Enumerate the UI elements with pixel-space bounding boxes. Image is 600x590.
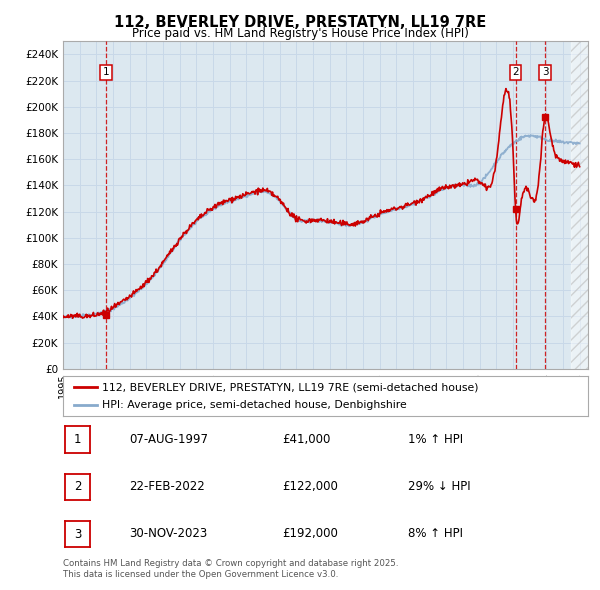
Text: 07-AUG-1997: 07-AUG-1997 <box>129 433 208 446</box>
Text: 2: 2 <box>512 67 519 77</box>
Text: Price paid vs. HM Land Registry's House Price Index (HPI): Price paid vs. HM Land Registry's House … <box>131 27 469 40</box>
Text: 1: 1 <box>74 433 81 446</box>
Text: 1% ↑ HPI: 1% ↑ HPI <box>408 433 463 446</box>
Bar <box>571 41 588 369</box>
Text: This data is licensed under the Open Government Licence v3.0.: This data is licensed under the Open Gov… <box>63 571 338 579</box>
Text: £192,000: £192,000 <box>282 527 338 540</box>
Text: HPI: Average price, semi-detached house, Denbighshire: HPI: Average price, semi-detached house,… <box>103 399 407 409</box>
Text: £41,000: £41,000 <box>282 433 331 446</box>
Text: 3: 3 <box>542 67 548 77</box>
Text: 112, BEVERLEY DRIVE, PRESTATYN, LL19 7RE (semi-detached house): 112, BEVERLEY DRIVE, PRESTATYN, LL19 7RE… <box>103 382 479 392</box>
Text: Contains HM Land Registry data © Crown copyright and database right 2025.: Contains HM Land Registry data © Crown c… <box>63 559 398 568</box>
Text: 22-FEB-2022: 22-FEB-2022 <box>129 480 205 493</box>
Text: 112, BEVERLEY DRIVE, PRESTATYN, LL19 7RE: 112, BEVERLEY DRIVE, PRESTATYN, LL19 7RE <box>114 15 486 30</box>
Text: 1: 1 <box>103 67 110 77</box>
Text: 8% ↑ HPI: 8% ↑ HPI <box>408 527 463 540</box>
Text: 3: 3 <box>74 527 81 540</box>
Text: 30-NOV-2023: 30-NOV-2023 <box>129 527 207 540</box>
Bar <box>571 41 588 369</box>
Text: 2: 2 <box>74 480 81 493</box>
Text: £122,000: £122,000 <box>282 480 338 493</box>
Text: 29% ↓ HPI: 29% ↓ HPI <box>408 480 470 493</box>
